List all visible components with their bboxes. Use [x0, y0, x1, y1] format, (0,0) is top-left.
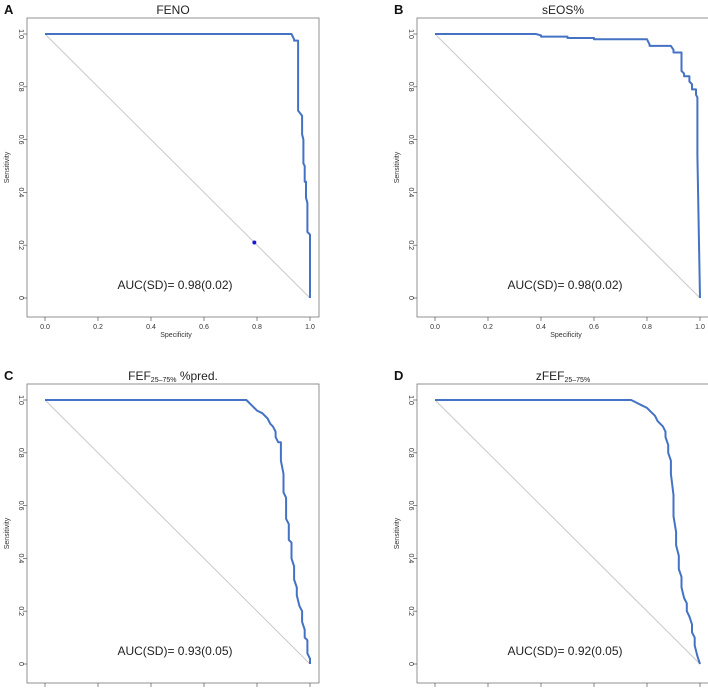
panel-title-main-a: FENO: [156, 3, 189, 17]
y-tick-label-c: 0.6: [17, 501, 24, 511]
panel-title-suffix-c: %pred.: [177, 369, 218, 383]
panel-letter-d: D: [394, 368, 403, 383]
y-tick-label-b: 0.6: [407, 135, 414, 145]
y-tick-label-c: 0.8: [17, 448, 24, 458]
reference-diagonal-c: [44, 399, 311, 665]
y-tick-label-c: 1.0: [17, 395, 24, 405]
x-tick-label-a: 0.8: [252, 324, 262, 331]
reference-diagonal-d: [434, 399, 701, 665]
y-tick-label-a: 1.0: [17, 29, 24, 39]
auc-annotation-b: AUC(SD)= 0.98(0.02): [507, 278, 622, 292]
roc-curve-d: [435, 399, 701, 665]
y-axis-label-a: Sensitivity: [4, 151, 11, 183]
y-tick-label-b: 0.2: [407, 240, 414, 250]
panel-letter-c: C: [4, 368, 14, 383]
y-axis-label-d: Sensitivity: [394, 517, 401, 549]
y-tick-label-d: 1.0: [407, 395, 414, 405]
x-tick-label-b: 0.4: [536, 324, 546, 331]
panel-letter-a: A: [4, 2, 14, 17]
auc-annotation-c: AUC(SD)= 0.93(0.05): [117, 644, 232, 658]
y-tick-label-a: 0.2: [17, 240, 24, 250]
plot-frame-c: [26, 383, 320, 684]
reference-diagonal-b: [434, 33, 701, 299]
x-tick-label-b: 0.0: [430, 324, 440, 331]
y-tick-label-b: 0.8: [407, 82, 414, 92]
y-tick-label-d: 0.4: [407, 554, 414, 564]
y-tick-label-d: 0.2: [407, 606, 414, 616]
panel-title-subscript-d: 25–75%: [564, 377, 590, 384]
y-tick-label-b: 0: [407, 296, 414, 300]
plot-frame-a: [26, 17, 320, 318]
x-tick-label-b: 1.0: [695, 324, 705, 331]
panel-letter-b: B: [394, 2, 403, 17]
y-tick-label-c: 0.4: [17, 554, 24, 564]
y-tick-label-c: 0.2: [17, 606, 24, 616]
panel-title-d: zFEF25–75%: [536, 369, 590, 384]
x-tick-label-a: 0.6: [199, 324, 209, 331]
x-axis-label-b: Specificity: [550, 332, 582, 339]
plot-frame-d: [416, 383, 708, 684]
y-axis-label-b: Sensitivity: [394, 151, 401, 183]
x-tick-label-a: 0.2: [93, 324, 103, 331]
panel-title-c: FEF25–75% %pred.: [128, 369, 218, 384]
auc-annotation-d: AUC(SD)= 0.92(0.05): [507, 644, 622, 658]
y-tick-label-a: 0.8: [17, 82, 24, 92]
panel-a: A FENO 0.0 0.2 0.4 0.6 0.8 1.0 0 0.2 0.4 0.6 0.8 1.0 S…: [4, 2, 320, 339]
panel-title-main-d: zFEF: [536, 369, 565, 383]
y-tick-label-d: 0: [407, 662, 414, 666]
x-tick-label-b: 0.8: [642, 324, 652, 331]
x-tick-label-b: 0.2: [483, 324, 493, 331]
x-tick-label-b: 0.6: [589, 324, 599, 331]
y-tick-label-a: 0: [17, 296, 24, 300]
y-tick-label-a: 0.6: [17, 135, 24, 145]
marker-point-a: [252, 240, 257, 245]
y-axis-label-c: Sensitivity: [4, 517, 11, 549]
y-tick-label-d: 0.8: [407, 448, 414, 458]
x-tick-label-a: 0.4: [146, 324, 156, 331]
auc-annotation-a: AUC(SD)= 0.98(0.02): [117, 278, 232, 292]
reference-diagonal-a: [44, 33, 311, 299]
y-tick-label-b: 1.0: [407, 29, 414, 39]
x-tick-label-a: 1.0: [305, 324, 315, 331]
x-axis-label-a: Specificity: [160, 332, 192, 339]
roc-curve-c: [45, 399, 311, 664]
roc-curve-b: [435, 33, 701, 299]
y-tick-label-b: 0.4: [407, 188, 414, 198]
x-tick-label-a: 0.0: [40, 324, 50, 331]
roc-curve-a: [45, 33, 311, 298]
panel-title-main-b: sEOS%: [542, 3, 584, 17]
y-tick-label-d: 0.6: [407, 501, 414, 511]
panel-d: DzFEF25–75%0.00.20.40.60.81.000.20.40.60…: [394, 368, 708, 695]
plot-frame-b: [416, 17, 708, 318]
y-tick-label-c: 0: [17, 662, 24, 666]
y-tick-label-a: 0.4: [17, 188, 24, 198]
panel-title-a: FENO: [156, 3, 189, 17]
panel-title-main-c: FEF: [128, 369, 151, 383]
panel-title-b: sEOS%: [542, 3, 584, 17]
panel-title-subscript-c: 25–75%: [151, 377, 177, 384]
